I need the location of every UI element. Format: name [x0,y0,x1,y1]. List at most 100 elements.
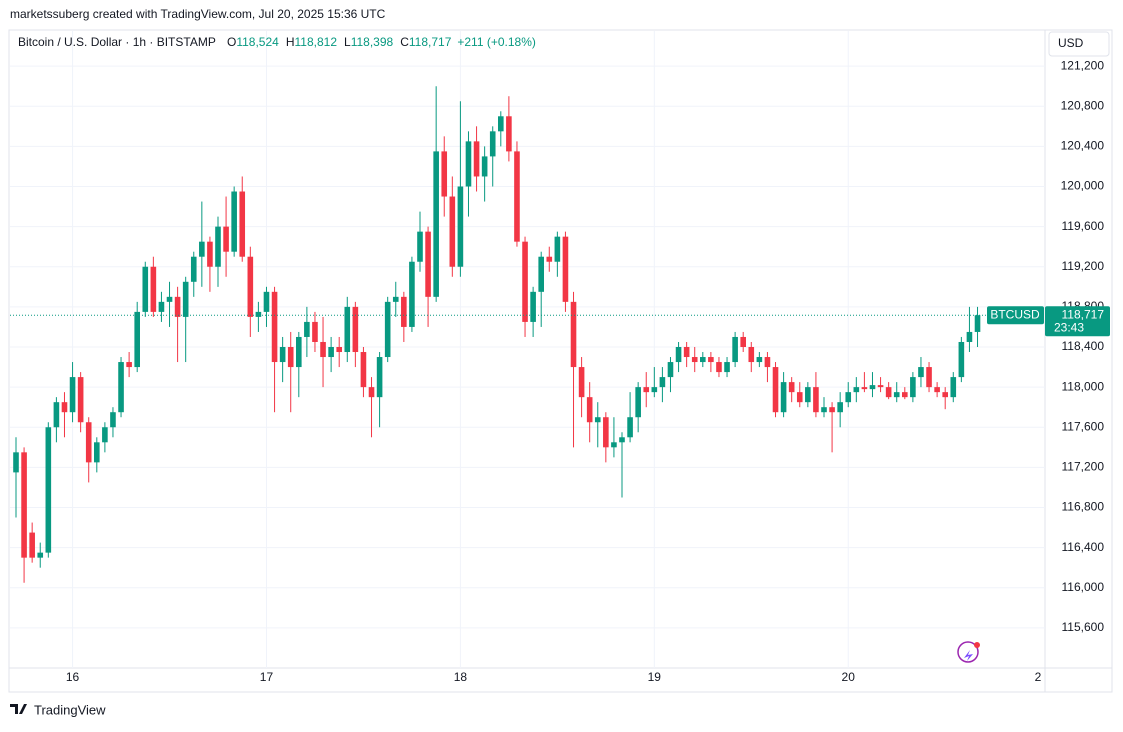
candle-body [554,236,561,262]
y-tick-label: 120,000 [1061,179,1105,193]
candle-body [296,336,302,368]
candle-body [877,385,884,388]
candle-body [578,367,585,398]
legend-value: 118,812 [295,35,338,49]
candle-body [780,382,787,413]
candle-body [417,231,423,262]
candle-body [635,387,641,418]
candle-body [700,357,706,363]
candle-body [376,357,383,398]
candle-body [514,151,520,242]
candle-body [772,367,779,413]
candle-body [85,422,92,463]
candle-body [360,352,367,388]
x-tick-label: 17 [260,670,274,684]
x-tick-label: 19 [648,670,662,684]
legend-value: 118,524 [236,35,279,49]
price-tag-price: 118,717 [1062,307,1105,321]
candle-body [255,311,262,317]
candle-body [926,367,932,388]
price-tag-countdown: 23:43 [1054,320,1084,334]
candle-body [902,392,908,398]
candle-body [845,392,852,403]
chart-frame [8,29,1113,693]
candle-body [796,392,803,403]
candle-body [481,156,488,177]
currency-button[interactable] [1048,31,1110,57]
candle-body [150,266,157,312]
candle-body [304,321,310,337]
candle-body [69,377,76,413]
tv-icon [957,641,980,663]
legend-value: 118,717 [409,35,452,49]
candle-body [271,291,278,363]
x-tick-label: 20 [842,670,856,684]
candle-body [368,387,375,398]
candle-body [586,397,593,423]
candle-body [522,241,528,322]
y-tick-label: 120,400 [1061,139,1105,153]
candle-body [546,256,553,262]
candle-body [570,301,577,368]
candle-body [708,357,714,363]
candle-body [950,377,957,398]
candle-body [594,417,601,423]
candle-body [893,392,900,398]
candle-body [659,377,666,388]
x-edge-label: 2 [1035,670,1042,684]
candle-body [934,387,940,393]
legend-change: +211 (+0.18%) [457,35,536,49]
candle-body [918,367,924,378]
candle-body [21,452,27,558]
candle-body [756,357,763,363]
candle-body [409,261,415,327]
candle-body [716,362,722,373]
candle-body [190,256,197,282]
legend-key: H [286,35,295,49]
y-tick-label: 115,600 [1062,620,1105,634]
currency[interactable]: USD [1058,36,1084,50]
candles [13,86,981,583]
logo: TradingView [10,702,106,717]
y-tick-label: 118,400 [1062,339,1105,353]
candle-body [336,347,342,353]
candle-body [384,301,391,358]
symbol: Bitcoin / U.S. Dollar · 1h · BITSTAMP [18,35,216,49]
candle-body [142,266,149,312]
y-tick-label: 120,800 [1061,98,1105,112]
legend-key: C [400,35,409,49]
candle-body [506,116,512,152]
candle-body [748,347,755,363]
candle-body [247,256,254,317]
candle-body [942,392,948,398]
candle-body [643,387,650,393]
y-tick-label: 116,800 [1062,500,1105,514]
candle-body [691,357,698,363]
candle-body [199,241,205,257]
candle-body [328,347,334,358]
candle-body [489,131,496,157]
candle-body [312,321,318,342]
price-tag [1045,306,1110,337]
candle-body [732,336,738,363]
candle-body [77,377,84,423]
y-tick-label: 117,600 [1062,419,1105,433]
candle-body [974,315,981,332]
candle-body [37,552,44,558]
candle-body [837,402,843,413]
candle-body [45,427,52,553]
candle-body [869,385,876,390]
candle-body [530,291,536,322]
candle-body [29,532,35,558]
candle-body [174,296,181,317]
y-tick-label: 116,000 [1062,580,1105,594]
candle-body [465,141,472,187]
footer: TradingView [34,702,106,717]
candle-body [263,291,270,312]
symbol-tag-text: BTCUSD [990,307,1040,321]
x-tick-label: 16 [66,670,80,684]
candle-body [223,226,229,252]
